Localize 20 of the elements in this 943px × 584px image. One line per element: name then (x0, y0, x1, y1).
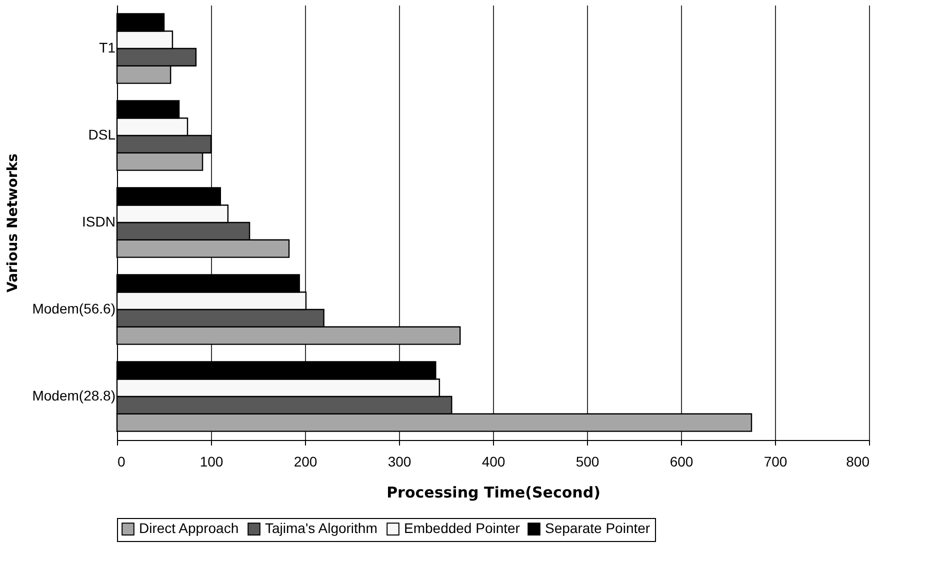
y-axis-title: Various Networks (5, 153, 22, 293)
x-axis-title: Processing Time(Second) (386, 484, 600, 502)
y-tick-label: Modem(28.8) (32, 388, 116, 404)
legend-label: Direct Approach (139, 520, 239, 536)
x-tick-label: 500 (576, 454, 600, 470)
x-tick-label: 700 (764, 454, 788, 470)
x-tick-label: 600 (670, 454, 694, 470)
x-tick-label: 0 (118, 454, 126, 470)
x-tick-label: 300 (388, 454, 412, 470)
x-tick-label: 400 (482, 454, 506, 470)
y-tick-label: T1 (99, 40, 116, 56)
x-tick-label: 800 (846, 454, 870, 470)
legend-label: Embedded Pointer (404, 520, 520, 536)
y-tick-label: DSL (88, 126, 116, 142)
x-tick-label: 100 (200, 454, 224, 470)
legend-label: Tajima's Algorithm (265, 520, 378, 536)
y-tick-label: Modem(56.6) (32, 300, 116, 316)
y-tick-label: ISDN (82, 214, 116, 230)
x-tick-label: 200 (294, 454, 318, 470)
legend-label: Separate Pointer (545, 520, 650, 536)
